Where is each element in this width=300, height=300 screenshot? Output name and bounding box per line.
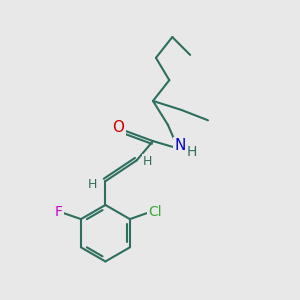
Text: F: F xyxy=(55,205,63,219)
Text: H: H xyxy=(88,178,98,191)
Text: H: H xyxy=(186,145,197,159)
Text: O: O xyxy=(112,120,124,135)
Text: Cl: Cl xyxy=(148,205,162,219)
Text: H: H xyxy=(143,155,153,168)
Text: N: N xyxy=(174,138,185,153)
